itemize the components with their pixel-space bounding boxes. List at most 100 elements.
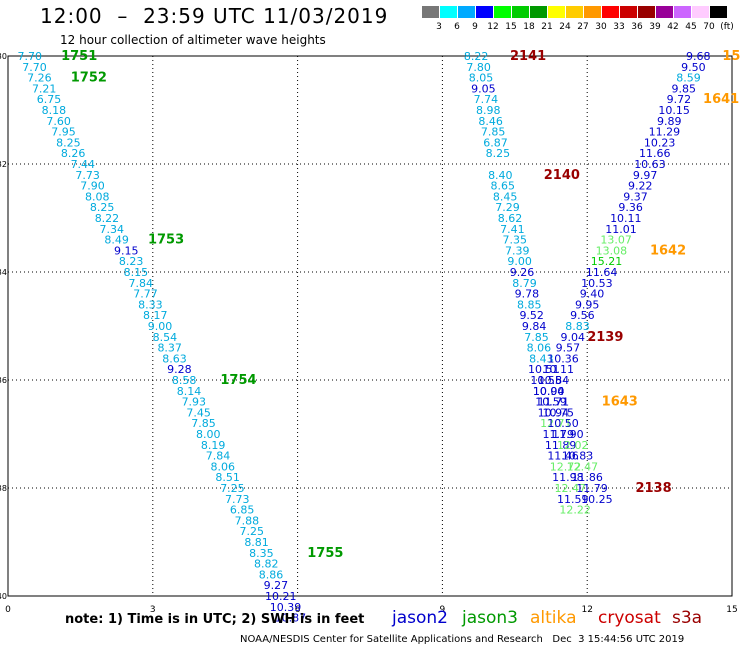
data-point-label: 9.72 bbox=[667, 93, 692, 106]
data-point-label: 8.51 bbox=[215, 471, 240, 484]
track-time-label: 1755 bbox=[307, 546, 343, 561]
color-scale-swatch bbox=[584, 6, 601, 18]
data-point-label: 10.21 bbox=[265, 590, 297, 603]
data-point-label: 11.29 bbox=[649, 126, 681, 139]
color-scale-label: 33 bbox=[613, 22, 625, 32]
data-point-label: 12.22 bbox=[559, 504, 591, 517]
data-point-label: 10.55 bbox=[530, 374, 562, 387]
y-tick-label: -30 bbox=[0, 52, 7, 61]
data-point-label: 8.86 bbox=[259, 568, 284, 581]
data-point-label: 8.45 bbox=[493, 190, 518, 203]
data-point-label: 9.26 bbox=[510, 266, 535, 279]
data-point-label: 9.89 bbox=[657, 115, 682, 128]
track-time-label: 1753 bbox=[148, 233, 184, 248]
footer-credit: NOAA/NESDIS Center for Satellite Applica… bbox=[240, 634, 685, 645]
data-point-label: 11.66 bbox=[639, 147, 671, 160]
color-scale-swatch bbox=[548, 6, 565, 18]
data-point-label: 9.00 bbox=[148, 320, 173, 333]
data-point-label: 11.01 bbox=[605, 223, 637, 236]
data-point-label: 7.74 bbox=[474, 93, 499, 106]
color-scale-swatch bbox=[710, 6, 727, 18]
data-point-label: 12.72 bbox=[550, 460, 582, 473]
track-time-label: 2139 bbox=[587, 330, 623, 345]
data-point-label: 9.85 bbox=[671, 82, 696, 95]
x-tick-label: 0 bbox=[5, 605, 11, 615]
data-point-label: 7.88 bbox=[235, 514, 260, 527]
data-point-label: 11.86 bbox=[571, 471, 603, 484]
color-scale-swatch bbox=[620, 6, 637, 18]
data-point-label: 11.46 bbox=[547, 450, 579, 463]
data-point-label: 10.94 bbox=[533, 385, 565, 398]
data-point-label: 11.71 bbox=[538, 396, 570, 409]
data-point-label: 10.51 bbox=[528, 363, 560, 376]
color-scale-label: 36 bbox=[631, 22, 643, 32]
data-point-label: 8.81 bbox=[244, 536, 269, 549]
data-point-label: 10.84 bbox=[538, 374, 570, 387]
color-scale-label: 18 bbox=[523, 22, 535, 32]
color-scale-label: 6 bbox=[454, 22, 460, 32]
color-scale-label: 12 bbox=[487, 22, 499, 32]
data-point-label: 7.29 bbox=[495, 201, 520, 214]
data-point-label: 8.49 bbox=[104, 234, 129, 247]
color-scale-label: 42 bbox=[667, 22, 679, 32]
color-scale-swatch bbox=[656, 6, 673, 18]
data-point-label: 9.22 bbox=[628, 180, 653, 193]
data-point-label: 10.11 bbox=[542, 363, 574, 376]
data-point-label: 8.22 bbox=[95, 212, 120, 225]
data-point-label: 8.35 bbox=[249, 547, 274, 560]
data-point-label: 7.85 bbox=[481, 126, 506, 139]
color-scale-swatch bbox=[602, 6, 619, 18]
data-point-label: 9.52 bbox=[519, 309, 544, 322]
data-point-label: 10.11 bbox=[610, 212, 642, 225]
data-point-label: 9.84 bbox=[522, 320, 547, 333]
data-point-label: 7.93 bbox=[182, 396, 207, 409]
data-point-label: 8.25 bbox=[90, 201, 115, 214]
data-point-label: 7.39 bbox=[505, 244, 530, 257]
data-point-label: 10.59 bbox=[535, 396, 567, 409]
color-scale-label: 70 bbox=[703, 22, 715, 32]
data-point-label: 7.90 bbox=[80, 180, 105, 193]
data-point-label: 8.18 bbox=[42, 104, 67, 117]
data-point-label: 8.82 bbox=[254, 558, 279, 571]
data-point-label: 7.26 bbox=[27, 72, 52, 85]
data-point-label: 7.60 bbox=[46, 115, 71, 128]
color-scale-label: 9 bbox=[472, 22, 478, 32]
data-point-label: 8.19 bbox=[201, 439, 226, 452]
data-point-label: 6.75 bbox=[37, 93, 62, 106]
data-point-label: 7.44 bbox=[71, 158, 96, 171]
color-scale-swatch bbox=[422, 6, 439, 18]
data-point-label: 8.06 bbox=[211, 460, 236, 473]
color-scale-swatch bbox=[566, 6, 583, 18]
y-tick-label: -38 bbox=[0, 484, 7, 493]
data-point-label: 8.37 bbox=[157, 342, 182, 355]
track-time-label: 2138 bbox=[635, 481, 671, 496]
data-point-label: 7.25 bbox=[239, 525, 264, 538]
data-point-label: 9.57 bbox=[556, 342, 581, 355]
color-scale-swatch bbox=[674, 6, 691, 18]
data-point-label: 7.25 bbox=[220, 482, 245, 495]
data-point-label: 9.78 bbox=[515, 288, 540, 301]
chart-note: note: 1) Time is in UTC; 2) SWH is in fe… bbox=[65, 612, 365, 627]
data-point-label: 8.79 bbox=[512, 277, 537, 290]
data-point-label: 11.64 bbox=[586, 266, 618, 279]
data-point-label: 8.43 bbox=[529, 352, 554, 365]
data-point-label: 10.36 bbox=[547, 352, 579, 365]
data-point-label: 11.89 bbox=[545, 439, 577, 452]
legend-item-cryosat: cryosat bbox=[598, 608, 661, 628]
x-tick-label: 15 bbox=[726, 605, 737, 615]
data-point-label: 9.56 bbox=[570, 309, 595, 322]
color-scale-label: 45 bbox=[685, 22, 697, 32]
y-tick-label: -36 bbox=[0, 376, 7, 385]
data-point-label: 9.68 bbox=[686, 50, 711, 63]
data-point-label: 13.08 bbox=[596, 244, 628, 257]
plot-frame bbox=[7, 55, 733, 597]
track-time-label: 1754 bbox=[220, 373, 256, 388]
data-point-label: 8.65 bbox=[490, 180, 515, 193]
data-point-label: 10.23 bbox=[644, 136, 676, 149]
data-point-label: 8.05 bbox=[469, 72, 494, 85]
color-scale-swatch bbox=[512, 6, 529, 18]
data-point-label: 6.85 bbox=[230, 504, 255, 517]
data-point-label: 9.40 bbox=[580, 288, 605, 301]
data-point-label: 8.08 bbox=[85, 190, 110, 203]
